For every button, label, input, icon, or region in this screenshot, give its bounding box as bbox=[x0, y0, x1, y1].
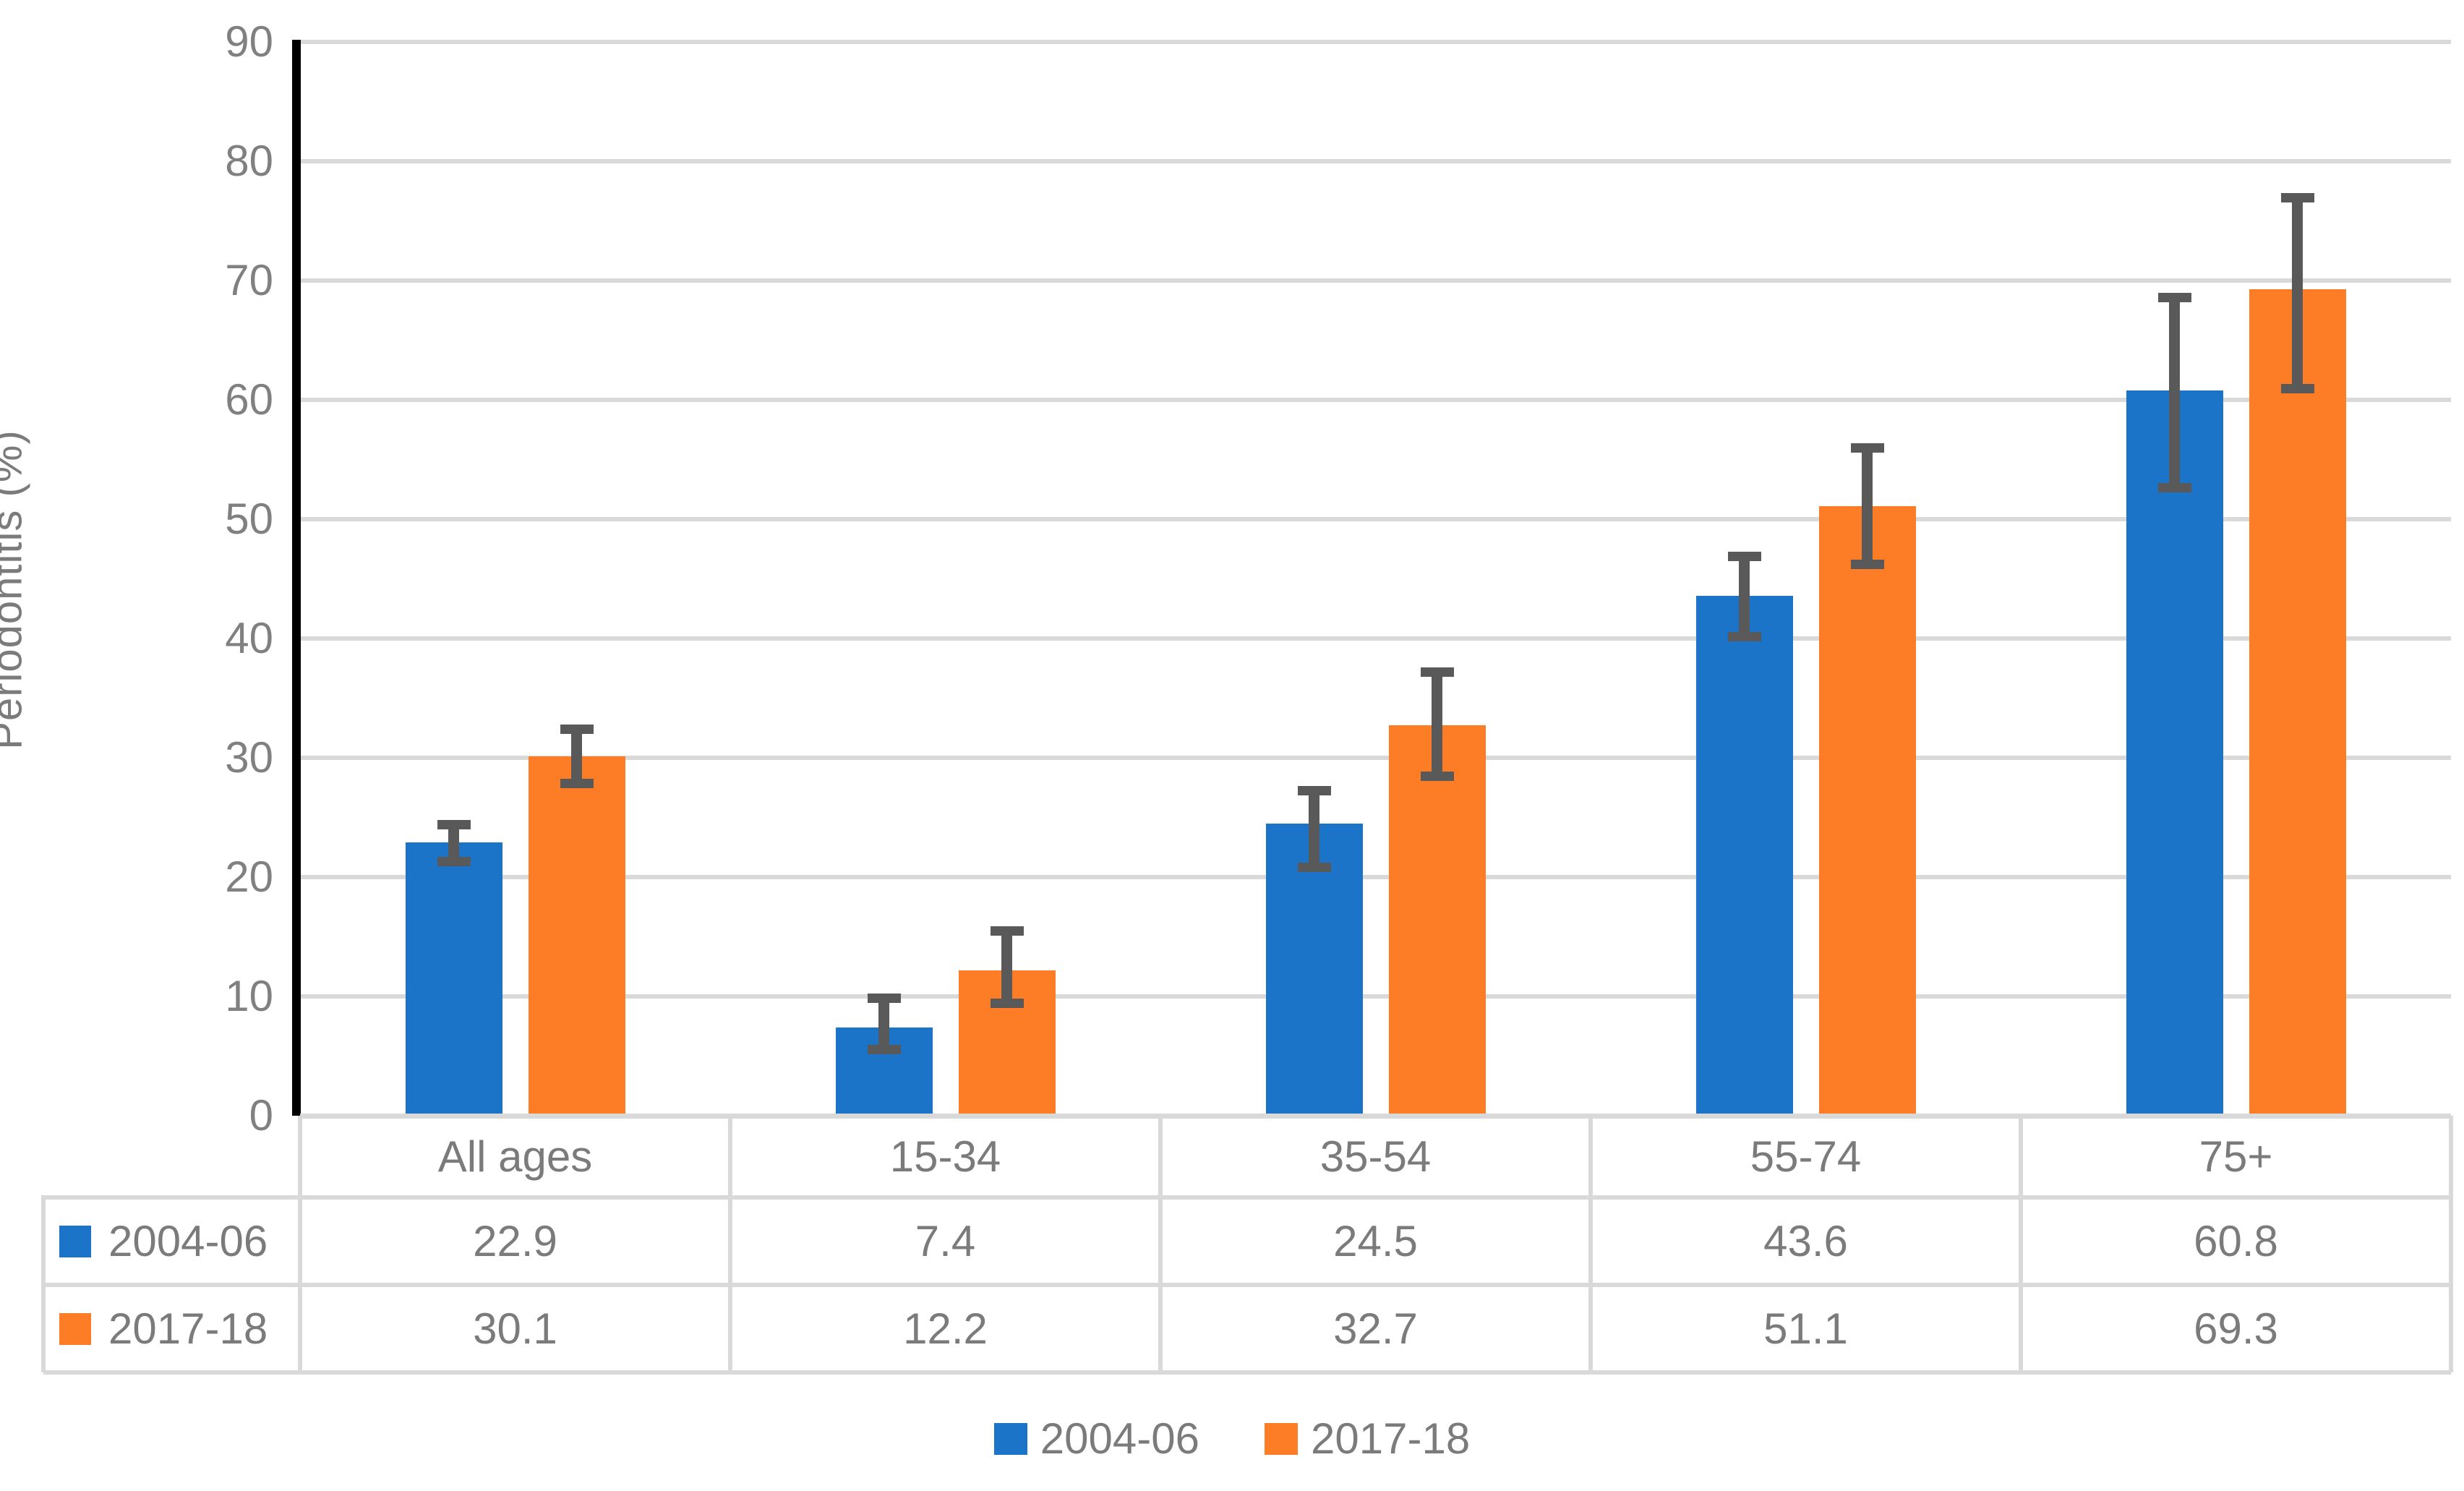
error-whisker-2004-06-All ages bbox=[448, 824, 459, 862]
y-tick-label-50: 50 bbox=[225, 495, 273, 543]
table-border-col-5 bbox=[2449, 1116, 2453, 1372]
table-cell-2017-18-55-74: 51.1 bbox=[1763, 1304, 1848, 1353]
table-border-col-0 bbox=[298, 1116, 302, 1372]
table-cell-2004-06-All ages: 22.9 bbox=[473, 1216, 557, 1265]
table-cell-2017-18-35-54: 32.7 bbox=[1333, 1304, 1418, 1353]
legend-label-2004-06: 2004-06 bbox=[1040, 1414, 1199, 1463]
table-cell-2017-18-75+: 69.3 bbox=[2194, 1304, 2278, 1353]
gridline-20 bbox=[300, 875, 2451, 879]
y-tick-label-0: 0 bbox=[249, 1091, 273, 1140]
table-cell-2004-06-35-54: 24.5 bbox=[1333, 1216, 1418, 1265]
y-axis-title: Periodontitis (%) bbox=[0, 429, 31, 750]
table-header-35-54: 35-54 bbox=[1319, 1132, 1432, 1181]
error-cap-bottom-2017-18-35-54 bbox=[1420, 772, 1454, 782]
error-cap-bottom-2004-06-55-74 bbox=[1727, 632, 1761, 642]
gridline-30 bbox=[300, 756, 2451, 760]
gridline-40 bbox=[300, 636, 2451, 641]
y-tick-label-40: 40 bbox=[225, 614, 273, 662]
chart-legend: 2004-06 2017-18 bbox=[0, 1410, 2464, 1468]
error-whisker-2004-06-35-54 bbox=[1309, 790, 1319, 868]
error-cap-bottom-2017-18-75+ bbox=[2280, 384, 2314, 394]
error-whisker-2004-06-55-74 bbox=[1739, 556, 1750, 638]
table-cell-2004-06-75+: 60.8 bbox=[2194, 1216, 2278, 1265]
error-whisker-2004-06-15-34 bbox=[878, 997, 889, 1051]
table-border-row2 bbox=[43, 1283, 2451, 1287]
error-cap-bottom-2004-06-35-54 bbox=[1297, 862, 1331, 872]
table-row-label-2017-18: 2017-18 bbox=[108, 1304, 268, 1353]
error-cap-top-2004-06-75+ bbox=[2157, 293, 2191, 303]
error-whisker-2017-18-75+ bbox=[2292, 197, 2303, 390]
error-cap-top-2004-06-15-34 bbox=[867, 993, 901, 1003]
table-header-75+: 75+ bbox=[2199, 1132, 2273, 1181]
error-whisker-2004-06-75+ bbox=[2169, 297, 2180, 489]
y-axis-line bbox=[292, 40, 301, 1116]
error-cap-bottom-2017-18-15-34 bbox=[990, 998, 1024, 1008]
table-border-col-2 bbox=[1158, 1116, 1163, 1372]
error-cap-top-2004-06-55-74 bbox=[1727, 552, 1761, 562]
error-cap-bottom-2004-06-All ages bbox=[437, 856, 471, 866]
error-cap-top-2004-06-35-54 bbox=[1297, 785, 1331, 795]
table-border-col-4 bbox=[2019, 1116, 2023, 1372]
error-whisker-2017-18-All ages bbox=[571, 729, 582, 785]
table-key-swatch-2004-06 bbox=[59, 1225, 91, 1257]
gridline-90 bbox=[300, 40, 2451, 44]
y-tick-label-70: 70 bbox=[225, 256, 273, 304]
y-tick-label-90: 90 bbox=[225, 17, 273, 66]
bar-2017-18-75+ bbox=[2249, 289, 2346, 1116]
table-border-top bbox=[300, 1114, 2451, 1119]
y-tick-label-20: 20 bbox=[225, 853, 273, 901]
table-border-row1 bbox=[43, 1195, 2451, 1200]
error-cap-top-2017-18-15-34 bbox=[990, 926, 1024, 936]
error-whisker-2017-18-55-74 bbox=[1862, 448, 1873, 565]
error-cap-top-2017-18-All ages bbox=[560, 725, 594, 735]
bar-2004-06-35-54 bbox=[1265, 823, 1363, 1116]
gridline-60 bbox=[300, 398, 2451, 402]
table-key-cell-2004-06: 2004-06 bbox=[43, 1197, 300, 1285]
table-key-swatch-2017-18 bbox=[59, 1312, 91, 1345]
table-cell-2004-06-15-34: 7.4 bbox=[915, 1216, 976, 1265]
legend-label-2017-18: 2017-18 bbox=[1311, 1414, 1471, 1463]
bar-2017-18-55-74 bbox=[1818, 505, 1916, 1116]
y-tick-label-60: 60 bbox=[225, 375, 273, 424]
table-cell-2017-18-All ages: 30.1 bbox=[473, 1304, 557, 1353]
error-cap-top-2017-18-75+ bbox=[2280, 192, 2314, 202]
y-tick-label-10: 10 bbox=[225, 972, 273, 1020]
table-cell-2017-18-15-34: 12.2 bbox=[903, 1304, 988, 1353]
table-header-55-74: 55-74 bbox=[1750, 1132, 1862, 1181]
table-border-bottom bbox=[43, 1370, 2451, 1375]
bar-2004-06-75+ bbox=[2126, 390, 2223, 1116]
error-cap-bottom-2017-18-All ages bbox=[560, 779, 594, 789]
bar-2017-18-All ages bbox=[528, 756, 625, 1116]
error-cap-bottom-2004-06-75+ bbox=[2157, 483, 2191, 493]
error-cap-top-2017-18-55-74 bbox=[1850, 443, 1884, 453]
error-whisker-2017-18-15-34 bbox=[1001, 931, 1012, 1004]
y-tick-label-30: 30 bbox=[225, 733, 273, 782]
table-key-cell-2017-18: 2017-18 bbox=[43, 1285, 300, 1372]
error-cap-top-2017-18-35-54 bbox=[1420, 667, 1454, 678]
table-row-label-2004-06: 2004-06 bbox=[108, 1216, 268, 1265]
gridline-80 bbox=[300, 159, 2451, 163]
table-header-15-34: 15-34 bbox=[889, 1132, 1001, 1181]
table-border-left bbox=[41, 1195, 46, 1372]
error-cap-top-2004-06-All ages bbox=[437, 820, 471, 830]
bar-2017-18-35-54 bbox=[1388, 725, 1486, 1116]
table-border-col-3 bbox=[1588, 1116, 1593, 1372]
legend-item-2004-06: 2004-06 bbox=[993, 1414, 1199, 1463]
bar-2004-06-All ages bbox=[405, 842, 502, 1116]
gridline-70 bbox=[300, 278, 2451, 283]
table-cell-2004-06-55-74: 43.6 bbox=[1763, 1216, 1848, 1265]
y-tick-label-80: 80 bbox=[225, 137, 273, 185]
table-header-All ages: All ages bbox=[437, 1132, 593, 1181]
legend-item-2017-18: 2017-18 bbox=[1265, 1417, 1470, 1461]
gridline-10 bbox=[300, 994, 2451, 999]
table-border-col-1 bbox=[728, 1116, 732, 1372]
error-cap-bottom-2017-18-55-74 bbox=[1850, 559, 1884, 569]
legend-swatch-2017-18 bbox=[1265, 1423, 1298, 1455]
error-whisker-2017-18-35-54 bbox=[1432, 672, 1442, 777]
error-cap-bottom-2004-06-15-34 bbox=[867, 1045, 901, 1055]
bar-2004-06-55-74 bbox=[1695, 595, 1793, 1116]
gridline-50 bbox=[300, 517, 2451, 521]
legend-swatch-2004-06 bbox=[993, 1423, 1027, 1455]
